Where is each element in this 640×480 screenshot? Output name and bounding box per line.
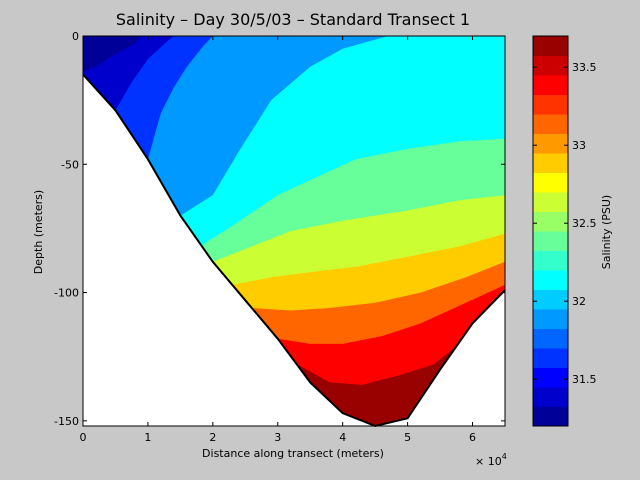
y-tick-label: -150 bbox=[54, 415, 79, 428]
colorbar-band bbox=[533, 406, 568, 427]
colorbar-band bbox=[533, 309, 568, 329]
colorbar-band bbox=[533, 348, 568, 368]
x-tick-label: 6 bbox=[469, 431, 476, 444]
y-tick-label: -50 bbox=[61, 158, 79, 171]
colorbar-band bbox=[533, 270, 568, 290]
colorbar-band bbox=[533, 211, 568, 232]
colorbar-band bbox=[533, 172, 568, 193]
colorbar-tick-label: 33.5 bbox=[572, 61, 597, 74]
colorbar-band bbox=[533, 192, 568, 212]
x-tick-label: 1 bbox=[144, 431, 151, 444]
colorbar bbox=[532, 35, 569, 427]
colorbar-tick-label: 33 bbox=[572, 139, 586, 152]
colorbar-band bbox=[533, 289, 568, 310]
chart-title: Salinity – Day 30/5/03 – Standard Transe… bbox=[116, 10, 470, 29]
x-tick-label: 4 bbox=[339, 431, 346, 444]
x-axis-label: Distance along transect (meters) bbox=[202, 447, 384, 460]
colorbar-band bbox=[533, 250, 568, 271]
colorbar-tick-label: 32.5 bbox=[572, 217, 597, 230]
x-tick-label: 2 bbox=[209, 431, 216, 444]
x-tick-label: 5 bbox=[404, 431, 411, 444]
x-tick-label: 3 bbox=[274, 431, 281, 444]
x-axis: 0 1 2 3 4 5 6 bbox=[80, 36, 476, 444]
seabed-mask bbox=[83, 74, 505, 426]
x-multiplier-exponent: 4 bbox=[502, 452, 507, 461]
colorbar-band bbox=[533, 387, 568, 407]
y-axis: 0 -50 -100 -150 bbox=[54, 30, 505, 428]
colorbar-band bbox=[533, 367, 568, 388]
salinity-fill-layer bbox=[83, 36, 505, 426]
colorbar-label: Salinity (PSU) bbox=[600, 195, 613, 269]
colorbar-band bbox=[533, 328, 568, 349]
colorbar-band bbox=[533, 94, 568, 115]
colorbar-band bbox=[533, 133, 568, 154]
colorbar-band bbox=[533, 231, 568, 251]
colorbar-band bbox=[533, 55, 568, 76]
y-axis-label: Depth (meters) bbox=[32, 190, 45, 274]
x-multiplier-base: × 10 bbox=[475, 455, 502, 468]
colorbar-band bbox=[533, 36, 568, 56]
colorbar-frame bbox=[532, 35, 569, 427]
bathymetry-line bbox=[82, 73, 506, 428]
y-tick-label: -100 bbox=[54, 287, 79, 300]
colorbar-band bbox=[533, 75, 568, 95]
x-tick-label: 0 bbox=[80, 431, 87, 444]
colorbar-band bbox=[533, 114, 568, 134]
colorbar-band bbox=[533, 153, 568, 173]
y-tick-label: 0 bbox=[72, 30, 79, 43]
colorbar-tick-label: 32 bbox=[572, 295, 586, 308]
x-axis-multiplier: × 104 bbox=[475, 452, 507, 468]
plot-frame bbox=[82, 35, 506, 427]
colorbar-tick-label: 31.5 bbox=[572, 373, 597, 386]
colorbar-ticks: 31.5 32 32.5 33 33.5 bbox=[533, 61, 597, 386]
